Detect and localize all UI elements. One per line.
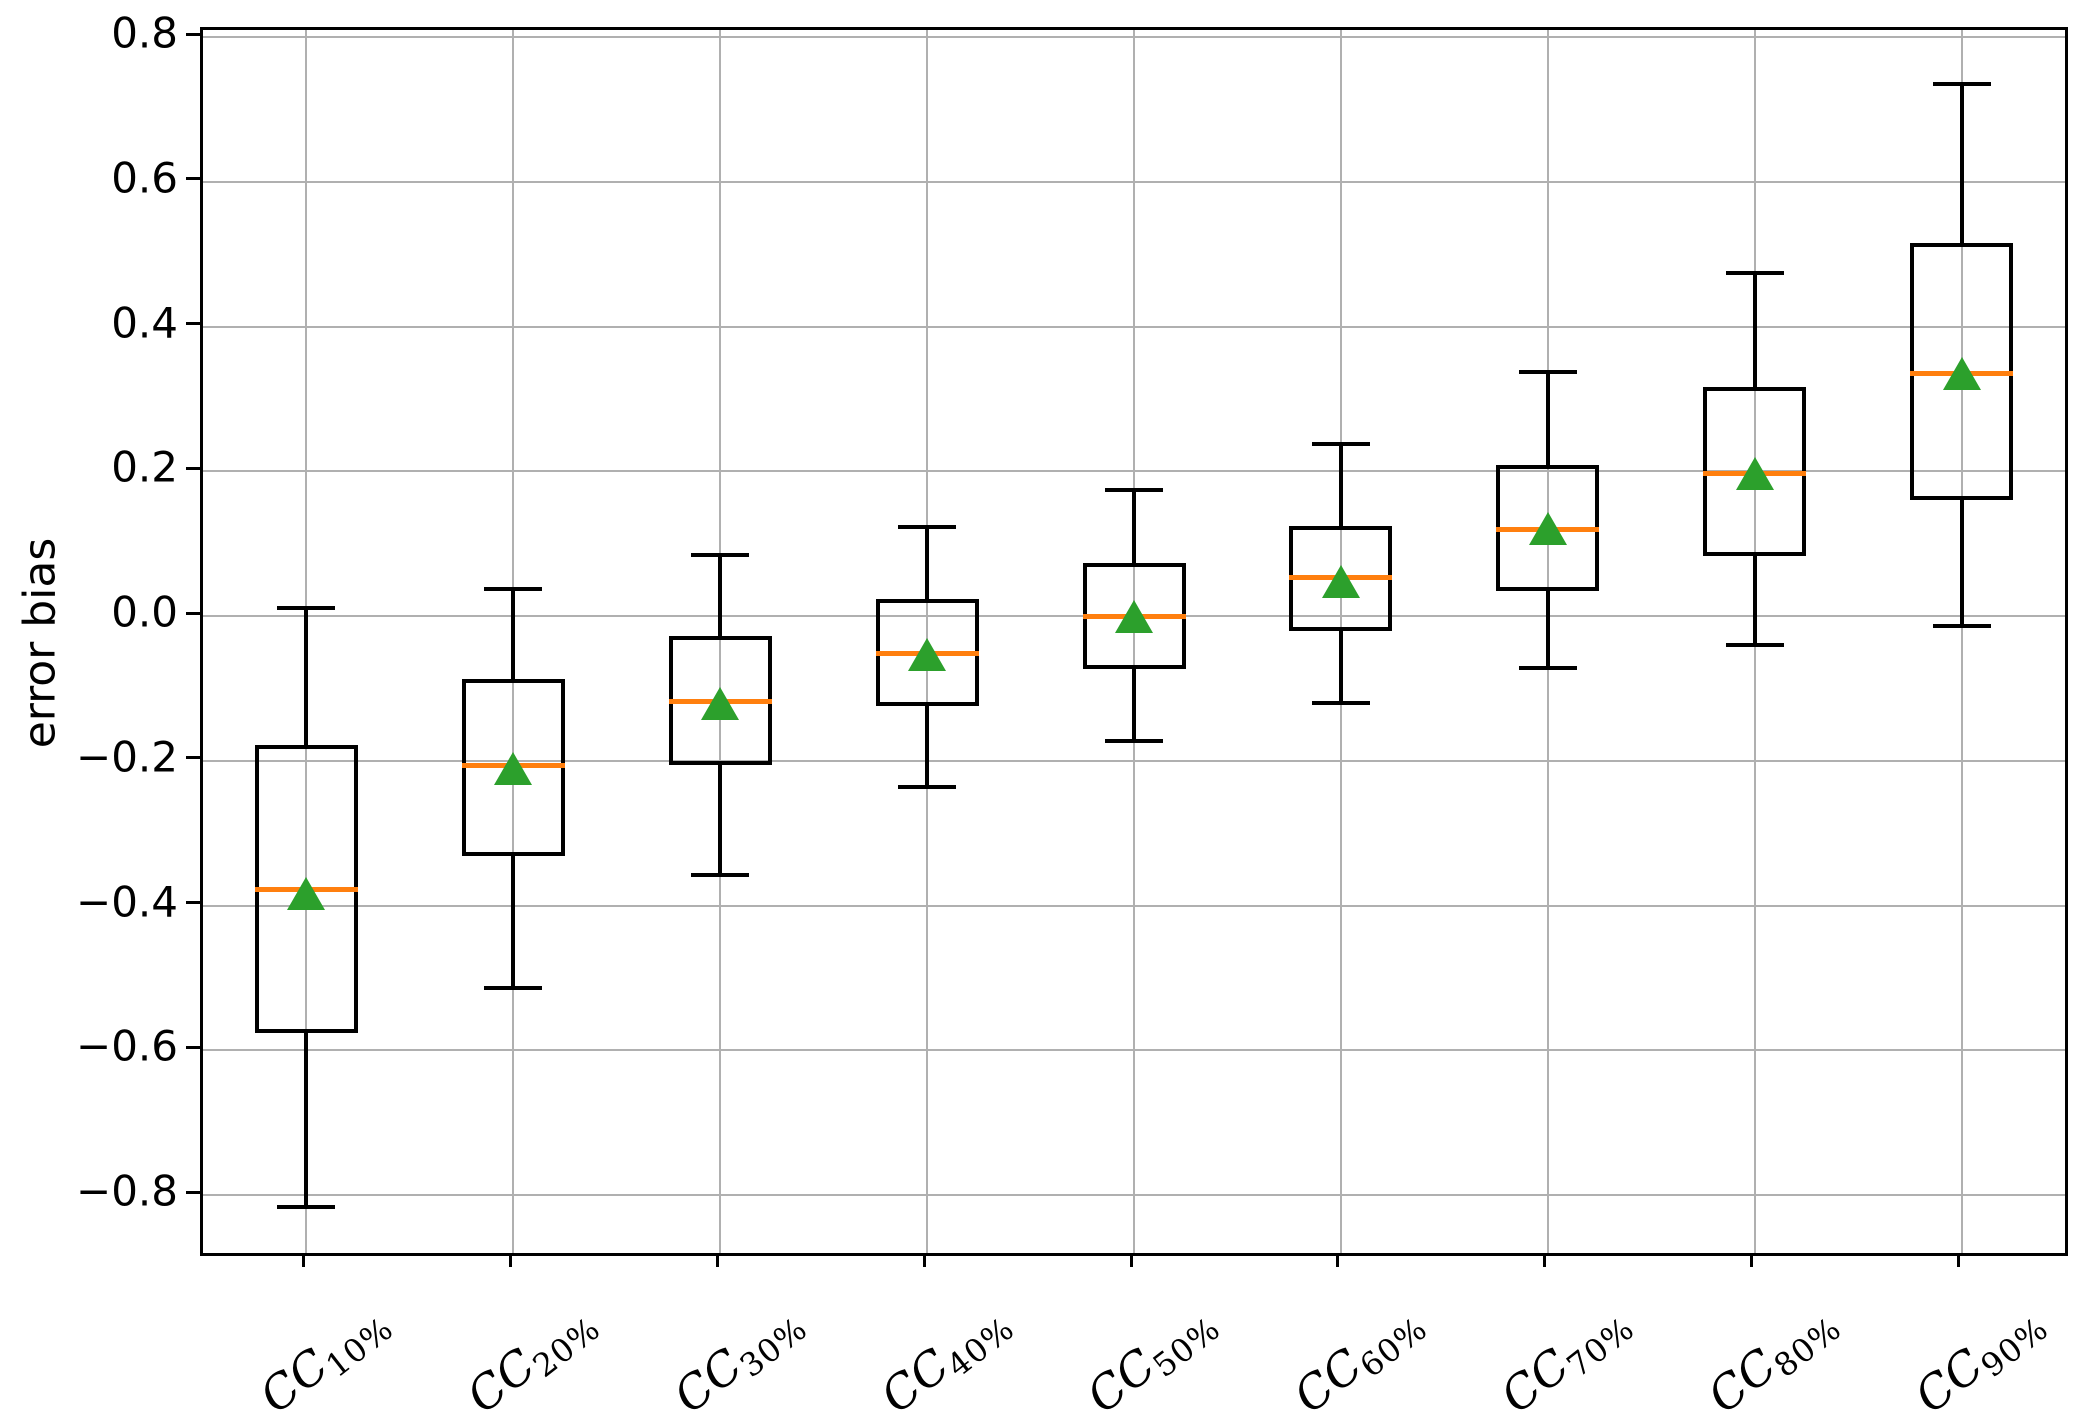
mean-marker [1321, 564, 1360, 598]
x-tick-mark [508, 1253, 512, 1267]
upper-whisker-line [1338, 443, 1343, 526]
x-tick-label: CC30% [663, 1292, 814, 1424]
lower-whisker-line [718, 765, 723, 876]
upper-whisker-line [718, 554, 723, 637]
y-tick-label: −0.4 [76, 877, 178, 927]
y-tick-label: −0.2 [76, 732, 178, 782]
x-tick-mark [1129, 1253, 1133, 1267]
upper-whisker-cap [1725, 271, 1784, 276]
vertical-gridline [1133, 30, 1135, 1253]
x-tick-label: CC50% [1077, 1292, 1228, 1424]
y-axis-label: error bias [14, 537, 66, 749]
upper-whisker-cap [898, 525, 957, 530]
x-tick-label: CC90% [1905, 1292, 2056, 1424]
lower-whisker-cap [1932, 623, 1991, 628]
lower-whisker-line [1959, 500, 1964, 626]
y-tick-label: −0.6 [76, 1021, 178, 1071]
upper-whisker-line [1959, 84, 1964, 244]
x-tick-label: CC60% [1284, 1292, 1435, 1424]
y-tick-label: 0.2 [111, 442, 178, 492]
upper-whisker-line [925, 527, 930, 599]
x-tick-mark [1957, 1253, 1961, 1267]
x-tick-label: CC70% [1491, 1292, 1642, 1424]
upper-whisker-cap [277, 606, 336, 611]
upper-whisker-line [304, 608, 309, 745]
lower-whisker-cap [1105, 738, 1163, 743]
upper-whisker-line [511, 589, 516, 680]
y-tick-label: 0.4 [111, 298, 178, 348]
y-tick-label: 0.6 [111, 153, 178, 203]
mean-marker [1115, 599, 1153, 633]
upper-whisker-cap [1311, 441, 1370, 446]
x-tick-mark [301, 1253, 305, 1267]
y-tick-mark [186, 466, 200, 470]
lower-whisker-line [511, 855, 516, 989]
y-tick-label: 0.8 [111, 8, 178, 58]
lower-whisker-cap [484, 986, 543, 991]
lower-whisker-cap [277, 1204, 336, 1209]
upper-whisker-line [1545, 372, 1550, 465]
mean-marker [908, 638, 947, 672]
mean-marker [701, 687, 740, 721]
lower-whisker-cap [898, 784, 957, 789]
upper-whisker-cap [691, 552, 750, 557]
y-tick-mark [186, 611, 200, 615]
mean-marker [287, 876, 326, 910]
upper-whisker-cap [1932, 82, 1991, 87]
x-tick-label: CC80% [1698, 1292, 1849, 1424]
upper-whisker-cap [1518, 370, 1577, 375]
x-tick-mark [922, 1253, 926, 1267]
y-tick-mark [186, 1045, 200, 1049]
vertical-gridline [1960, 30, 1963, 1253]
y-tick-label: 0.0 [111, 587, 178, 637]
mean-marker [1942, 356, 1981, 390]
y-tick-label: −0.8 [76, 1166, 178, 1216]
lower-whisker-line [304, 1033, 309, 1207]
x-tick-label: CC40% [870, 1292, 1021, 1424]
upper-whisker-line [1752, 273, 1757, 387]
y-tick-mark [186, 32, 200, 36]
plot-area [200, 27, 2068, 1256]
upper-whisker-line [1132, 490, 1136, 564]
x-tick-mark [1543, 1253, 1547, 1267]
upper-whisker-cap [484, 587, 543, 592]
lower-whisker-cap [691, 873, 750, 878]
upper-whisker-cap [1105, 488, 1163, 493]
mean-marker [1528, 512, 1567, 546]
y-tick-mark [186, 322, 200, 326]
y-tick-mark [186, 177, 200, 181]
y-tick-mark [186, 1190, 200, 1194]
mean-marker [1735, 457, 1774, 491]
lower-whisker-cap [1518, 665, 1577, 670]
x-tick-label: CC20% [456, 1292, 607, 1424]
lower-whisker-cap [1311, 701, 1370, 705]
vertical-gridline [719, 30, 722, 1253]
lower-whisker-line [1338, 631, 1343, 703]
y-tick-mark [186, 756, 200, 760]
mean-marker [494, 751, 533, 785]
x-tick-mark [1336, 1253, 1340, 1267]
x-tick-mark [1750, 1253, 1754, 1267]
y-tick-mark [186, 901, 200, 905]
x-tick-label: CC10% [250, 1292, 401, 1424]
lower-whisker-cap [1725, 643, 1784, 648]
lower-whisker-line [1752, 556, 1757, 646]
lower-whisker-line [925, 705, 930, 787]
lower-whisker-line [1545, 590, 1550, 668]
lower-whisker-line [1132, 668, 1136, 741]
x-tick-mark [715, 1253, 719, 1267]
